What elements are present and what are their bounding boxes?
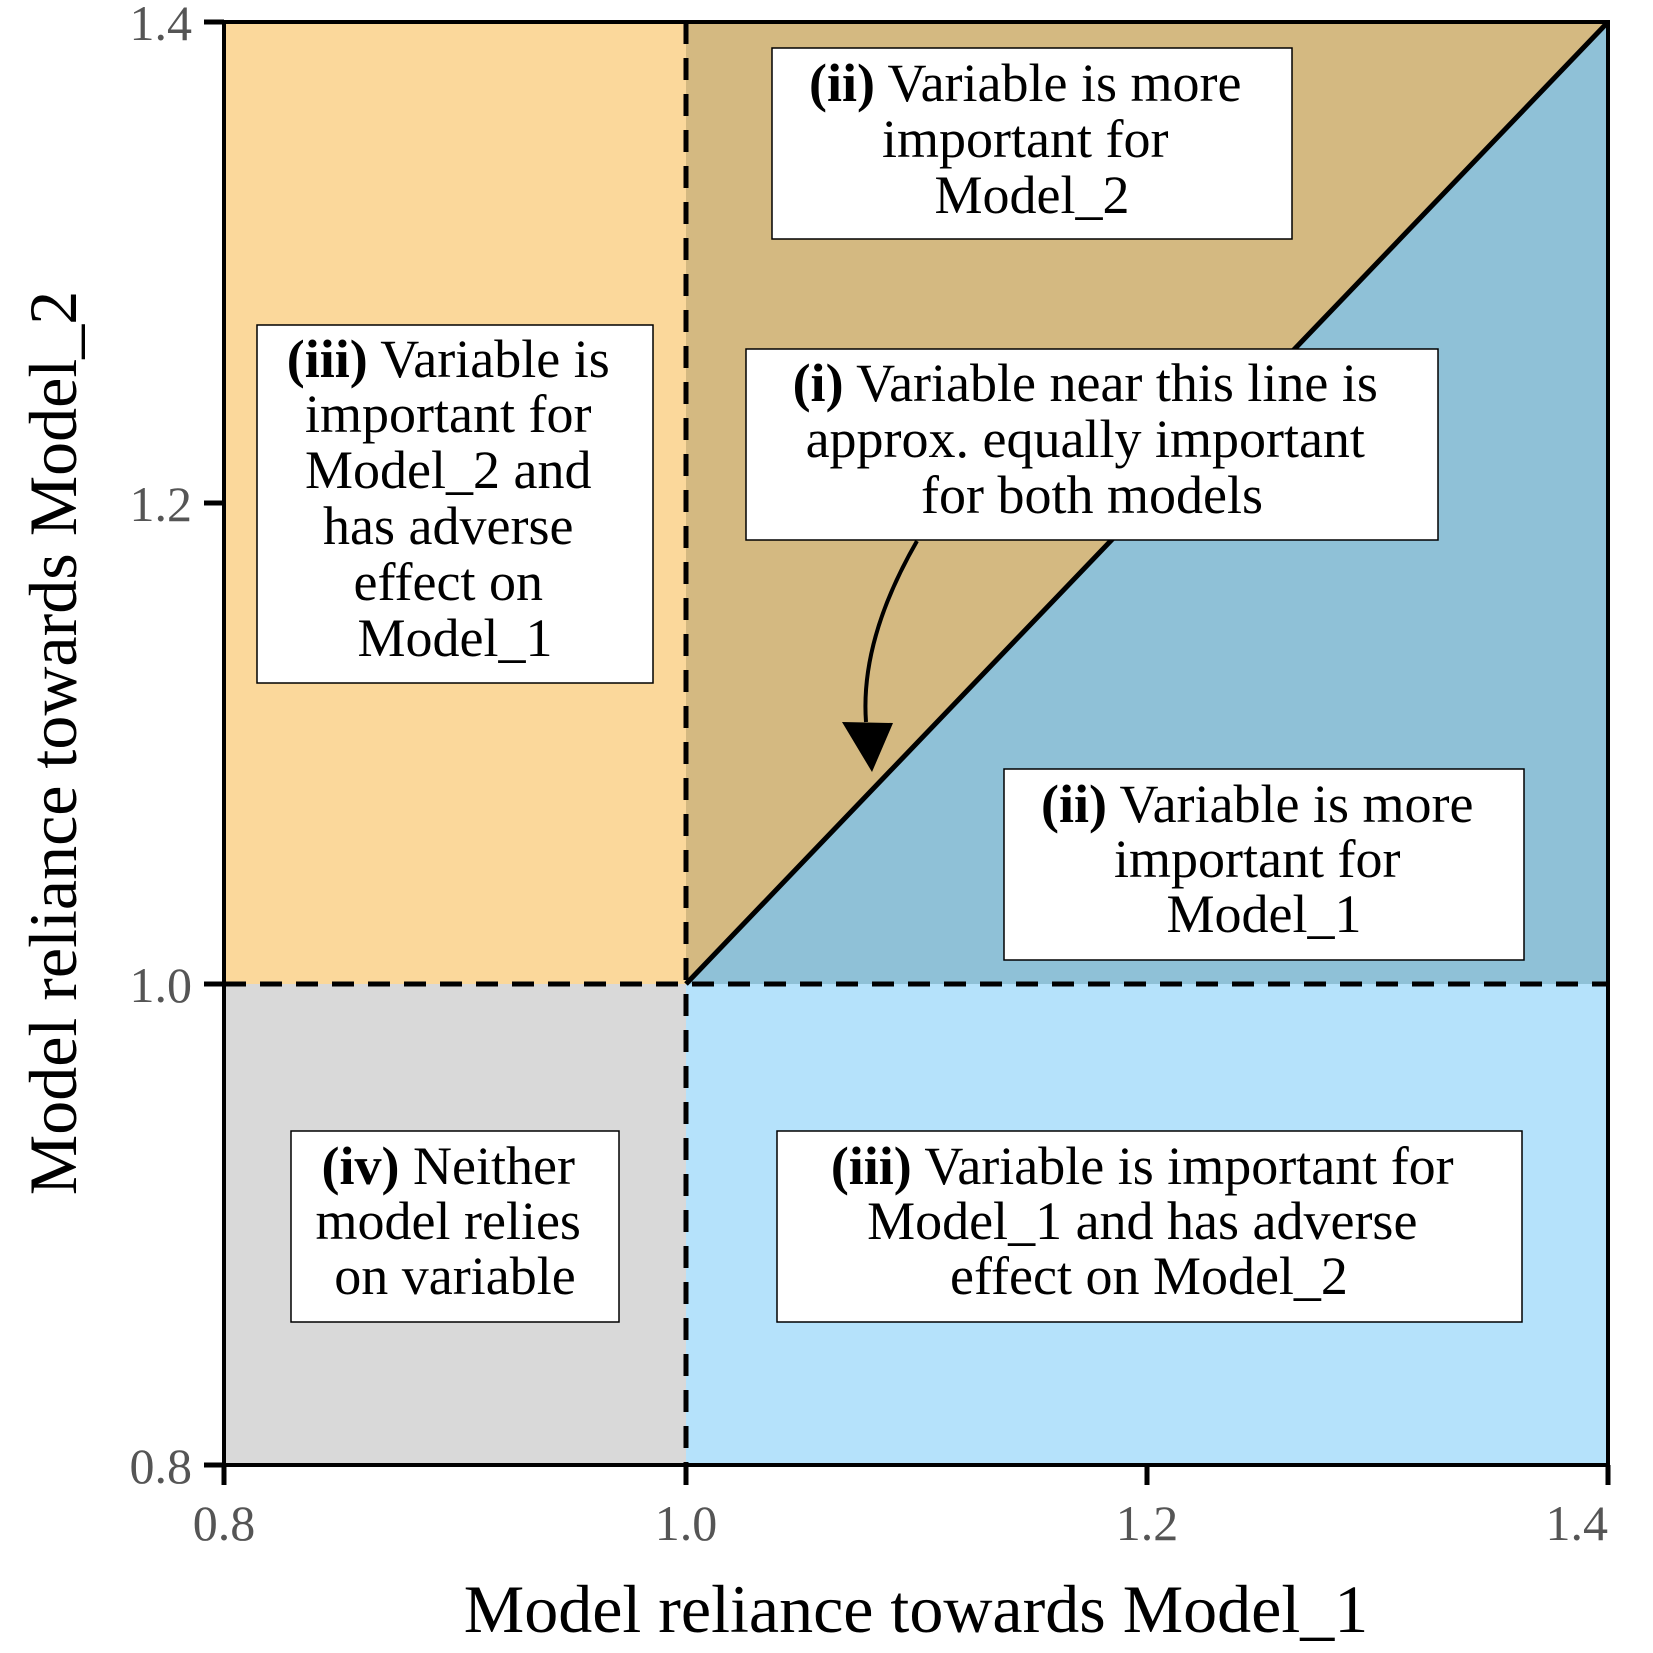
annotation-arrow xyxy=(863,540,919,723)
x-ticks xyxy=(221,1465,1611,1485)
y-tick-label: 1.0 xyxy=(130,957,193,1013)
svg-text:(iii) Variable is import: (iii) Variable is important for Model_2 … xyxy=(287,329,623,668)
x-tick-label: 1.2 xyxy=(1116,1495,1179,1551)
svg-text:(ii) Variable is more im: (ii) Variable is more important for Mode… xyxy=(809,53,1255,225)
x-tick-label: 1.0 xyxy=(655,1495,718,1551)
svg-text:(i) Variable near this line is: (i) Variable near this line is approx. e… xyxy=(793,353,1392,525)
x-tick-label: 1.4 xyxy=(1546,1495,1609,1551)
plot-frame xyxy=(222,20,1610,1467)
svg-text:(iii) Variable is important fo: (iii) Variable is important for Model_1 … xyxy=(831,1136,1467,1306)
x-tick-label: 0.8 xyxy=(193,1495,256,1551)
arrowhead-icon xyxy=(842,722,893,772)
svg-text:(iv) Neither model relie: (iv) Neither model relies on variable xyxy=(316,1136,595,1306)
annotation-iv-neither: (iv) Neither model relies on variable xyxy=(290,1130,620,1323)
annotation-ii-model1: (ii) Variable is more important for Mode… xyxy=(1003,768,1525,961)
x-axis-title: Model reliance towards Model_1 xyxy=(464,1571,1369,1647)
y-tick-label: 0.8 xyxy=(130,1438,193,1494)
svg-text:(ii) Variable is more im: (ii) Variable is more important for Mode… xyxy=(1041,774,1487,944)
annotation-iii-model1: (iii) Variable is important for Model_1 … xyxy=(776,1130,1523,1323)
y-tick-label: 1.4 xyxy=(130,0,193,51)
annotation-i-equal: (i) Variable near this line is approx. e… xyxy=(745,348,1439,541)
annotation-ii-model2: (ii) Variable is more important for Mode… xyxy=(771,47,1293,240)
y-tick-label: 1.2 xyxy=(130,476,193,532)
annotation-iii-model2: (iii) Variable is important for Model_2 … xyxy=(256,324,654,684)
y-ticks xyxy=(204,19,224,1468)
y-axis-title: Model reliance towards Model_2 xyxy=(15,291,91,1196)
